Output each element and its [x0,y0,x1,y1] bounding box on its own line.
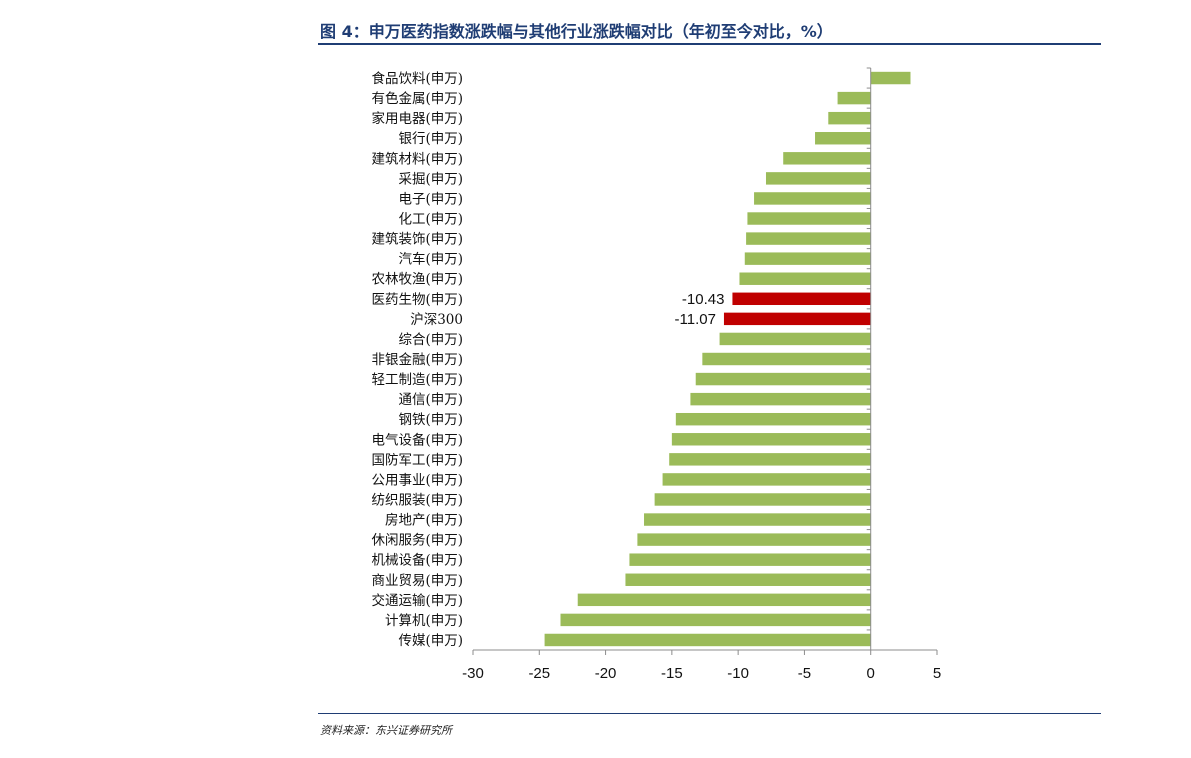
category-label: 农林牧渔(申万) [371,272,463,288]
bar-16 [695,372,871,386]
data-label: -10.43 [682,291,725,308]
category-label: 建筑材料(申万) [371,151,463,167]
category-label: 医药生物(申万) [371,292,463,308]
bar-23 [644,513,871,526]
bar-12 [732,292,871,306]
bar-19 [671,433,871,446]
footer-divider [318,713,1101,714]
category-label: 国防军工(申万) [371,452,463,468]
x-tick-label: -30 [462,665,484,682]
bar-26 [625,573,871,586]
bar-13 [723,312,871,326]
x-tick-label: 0 [867,665,875,682]
bar-10 [744,252,871,265]
category-label: 公用事业(申万) [371,472,463,488]
x-tick-label: -20 [595,665,617,682]
category-label: 轻工制造(申万) [371,372,463,388]
category-label: 沪深300 [410,312,463,328]
x-tick-label: 5 [933,665,941,682]
x-tick-label: -5 [798,665,811,682]
bar-27 [577,593,871,607]
bar-28 [560,613,871,627]
bar-15 [702,352,871,366]
category-label: 建筑装饰(申万) [371,232,463,248]
category-label: 化工(申万) [398,212,463,228]
category-label: 房地产(申万) [385,513,463,529]
bar-21 [662,473,871,486]
title-divider [318,43,1101,45]
category-label: 汽车(申万) [398,251,463,268]
bar-29 [544,633,871,647]
category-label: 食品饮料(申万) [371,70,463,87]
category-label: 家用电器(申万) [371,110,463,127]
category-label: 非银金融(申万) [371,352,463,368]
bar-4 [815,132,871,145]
bar-14 [719,332,871,346]
category-label: 商业贸易(申万) [371,573,463,589]
category-label: 采掘(申万) [398,171,463,187]
category-label: 钢铁(申万) [398,412,463,428]
bar-9 [746,232,871,245]
category-label: 电气设备(申万) [371,431,463,448]
bar-11 [739,272,871,285]
category-label: 有色金属(申万) [371,90,463,107]
x-tick-label: -15 [661,665,683,682]
bar-3 [828,111,871,125]
bar-8 [747,212,871,225]
category-label: 机械设备(申万) [371,552,463,569]
source-note: 资料来源：东兴证券研究所 [320,724,452,737]
category-label: 综合(申万) [398,332,463,348]
x-tick-label: -25 [528,665,550,682]
bar-6 [765,172,871,185]
category-label: 传媒(申万) [398,633,463,649]
category-label: 纺织服装(申万) [371,492,463,508]
category-label: 通信(申万) [398,392,463,408]
bar-17 [690,392,871,406]
category-label: 交通运输(申万) [371,592,463,609]
bar-25 [629,553,871,566]
category-label: 计算机(申万) [385,613,463,629]
category-label: 电子(申万) [398,191,463,207]
bar-22 [654,493,871,506]
x-tick-label: -10 [727,665,749,682]
bar-2 [837,91,871,105]
bar-20 [669,453,871,466]
bar-1 [870,71,911,85]
bar-5 [783,152,871,165]
category-label: 休闲服务(申万) [371,533,463,549]
bar-24 [637,533,871,546]
data-label: -11.07 [675,311,716,328]
bar-18 [675,412,871,426]
category-label: 银行(申万) [398,131,463,147]
chart-title: 图 4：申万医药指数涨跌幅与其他行业涨跌幅对比（年初至今对比，%） [320,22,833,41]
bar-7 [754,192,871,205]
